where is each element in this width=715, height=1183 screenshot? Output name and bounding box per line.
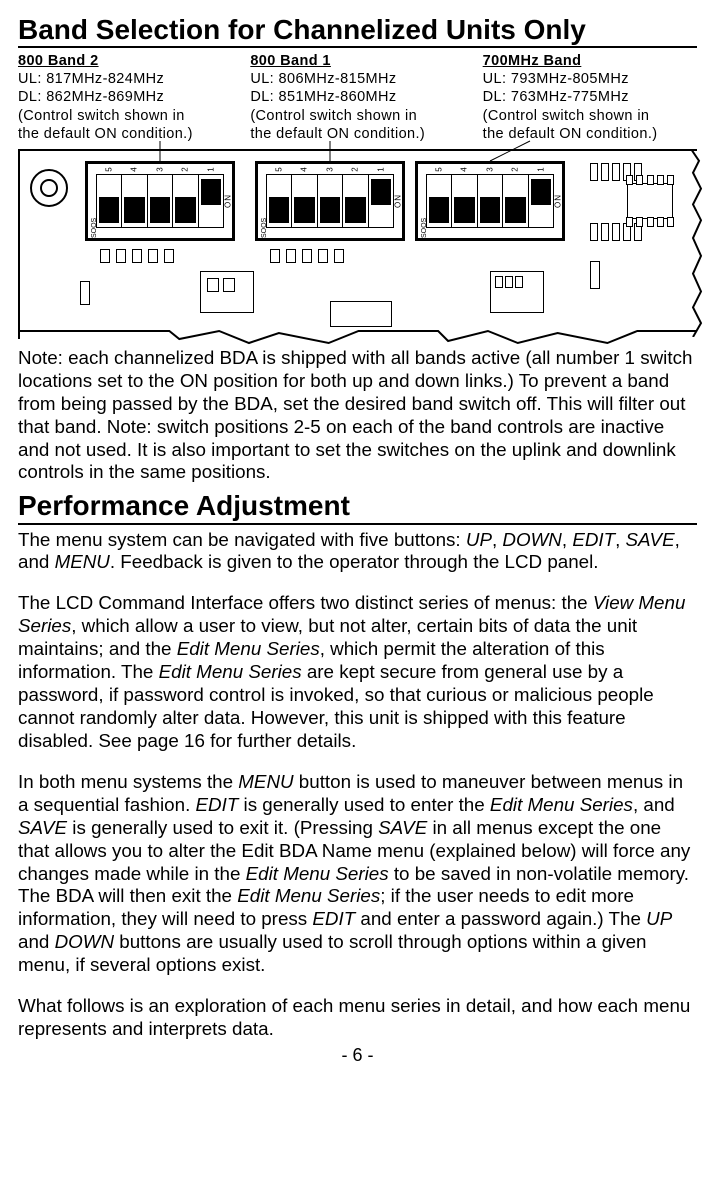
body-text: The menu system can be navigated with fi… — [18, 529, 697, 1041]
text: . Feedback is given to the operator thro… — [110, 551, 599, 572]
paragraph: The menu system can be navigated with fi… — [18, 529, 697, 575]
dip-on-label: ON — [554, 194, 563, 208]
mounting-hole-inner — [40, 179, 58, 197]
text: is generally used to enter the — [238, 794, 490, 815]
paragraph: What follows is an exploration of each m… — [18, 995, 697, 1041]
band-labels-row: 800 Band 2 UL: 817MHz-824MHz DL: 862MHz-… — [18, 52, 697, 143]
text: In both menu systems the — [18, 771, 238, 792]
text: , — [615, 529, 625, 550]
menu-name: Edit Menu Series — [177, 638, 320, 659]
ic-chip — [627, 183, 673, 219]
dip-switch-block: 12345 ON SOOS — [415, 161, 565, 241]
band-name: 800 Band 1 — [250, 52, 464, 70]
band-note: the default ON condition.) — [483, 125, 697, 143]
dip-switch-3: 3 — [147, 175, 172, 227]
band-col-0: 800 Band 2 UL: 817MHz-824MHz DL: 862MHz-… — [18, 52, 232, 143]
torn-edge-bottom — [20, 329, 697, 349]
text: , and — [633, 794, 675, 815]
band-name: 700MHz Band — [483, 52, 697, 70]
button-name: DOWN — [502, 529, 561, 550]
button-name: EDIT — [312, 908, 355, 929]
button-name: SAVE — [378, 817, 427, 838]
button-name: DOWN — [55, 931, 114, 952]
dip-on-label: ON — [224, 194, 233, 208]
button-name: UP — [466, 529, 492, 550]
text: and enter a password again.) The — [355, 908, 646, 929]
dip-switch-5: 5 — [267, 175, 291, 227]
page-number: - 6 - — [18, 1045, 697, 1066]
dip-switch-block: 12345 ON SOOS — [85, 161, 235, 241]
dip-side-label: SOOS — [421, 218, 428, 238]
component — [330, 301, 392, 327]
button-name: MENU — [55, 551, 110, 572]
component-pins — [270, 249, 344, 263]
dip-switch-1: 1 — [368, 175, 393, 227]
dip-switch-4: 4 — [291, 175, 316, 227]
band-note: the default ON condition.) — [18, 125, 232, 143]
component — [80, 281, 90, 305]
torn-edge-right — [689, 149, 705, 337]
band-note: the default ON condition.) — [250, 125, 464, 143]
text: The LCD Command Interface offers two dis… — [18, 592, 593, 613]
button-name: MENU — [238, 771, 293, 792]
band-note: (Control switch shown in — [250, 107, 464, 125]
band-col-1: 800 Band 1 UL: 806MHz-815MHz DL: 851MHz-… — [250, 52, 464, 143]
dip-side-label: SOOS — [261, 218, 268, 238]
dip-switch-1: 1 — [528, 175, 553, 227]
band-ul: UL: 806MHz-815MHz — [250, 70, 464, 88]
dip-side-label: SOOS — [91, 218, 98, 238]
menu-name: Edit Menu Series — [246, 863, 389, 884]
paragraph: The LCD Command Interface offers two dis… — [18, 592, 697, 752]
dip-switch-2: 2 — [502, 175, 527, 227]
band-dl: DL: 862MHz-869MHz — [18, 88, 232, 106]
band-dl: DL: 763MHz-775MHz — [483, 88, 697, 106]
component — [590, 261, 600, 289]
dip-switch-1: 1 — [198, 175, 223, 227]
button-name: SAVE — [626, 529, 675, 550]
component — [490, 271, 544, 313]
band-note: (Control switch shown in — [483, 107, 697, 125]
component-pins — [100, 249, 174, 263]
dip-switch-4: 4 — [451, 175, 476, 227]
text: The menu system can be navigated with fi… — [18, 529, 466, 550]
dip-switch-2: 2 — [172, 175, 197, 227]
menu-name: Edit Menu Series — [490, 794, 633, 815]
pcb-diagram: 12345ONSOOS12345ONSOOS12345ONSOOS — [18, 149, 697, 339]
band-name: 800 Band 2 — [18, 52, 232, 70]
section-title-band: Band Selection for Channelized Units Onl… — [18, 14, 697, 48]
dip-switch-block: 12345 ON SOOS — [255, 161, 405, 241]
band-dl: DL: 851MHz-860MHz — [250, 88, 464, 106]
dip-switch-2: 2 — [342, 175, 367, 227]
text: , — [562, 529, 572, 550]
band-note: (Control switch shown in — [18, 107, 232, 125]
dip-switch-3: 3 — [317, 175, 342, 227]
band-ul: UL: 817MHz-824MHz — [18, 70, 232, 88]
dip-on-label: ON — [394, 194, 403, 208]
text: , — [492, 529, 502, 550]
dip-switch-4: 4 — [121, 175, 146, 227]
note-paragraph: Note: each channelized BDA is shipped wi… — [18, 347, 697, 485]
band-col-2: 700MHz Band UL: 793MHz-805MHz DL: 763MHz… — [483, 52, 697, 143]
dip-switch-3: 3 — [477, 175, 502, 227]
dip-switch-5: 5 — [427, 175, 451, 227]
dip-switch-5: 5 — [97, 175, 121, 227]
text: and — [18, 931, 55, 952]
button-name: SAVE — [18, 817, 67, 838]
section-title-performance: Performance Adjustment — [18, 490, 697, 524]
band-ul: UL: 793MHz-805MHz — [483, 70, 697, 88]
component — [200, 271, 254, 313]
button-name: EDIT — [572, 529, 615, 550]
button-name: UP — [646, 908, 672, 929]
menu-name: Edit Menu Series — [237, 885, 380, 906]
paragraph: In both menu systems the MENU button is … — [18, 771, 697, 977]
menu-name: Edit Menu Series — [159, 661, 302, 682]
button-name: EDIT — [196, 794, 239, 815]
text: is generally used to exit it. (Pressing — [67, 817, 378, 838]
